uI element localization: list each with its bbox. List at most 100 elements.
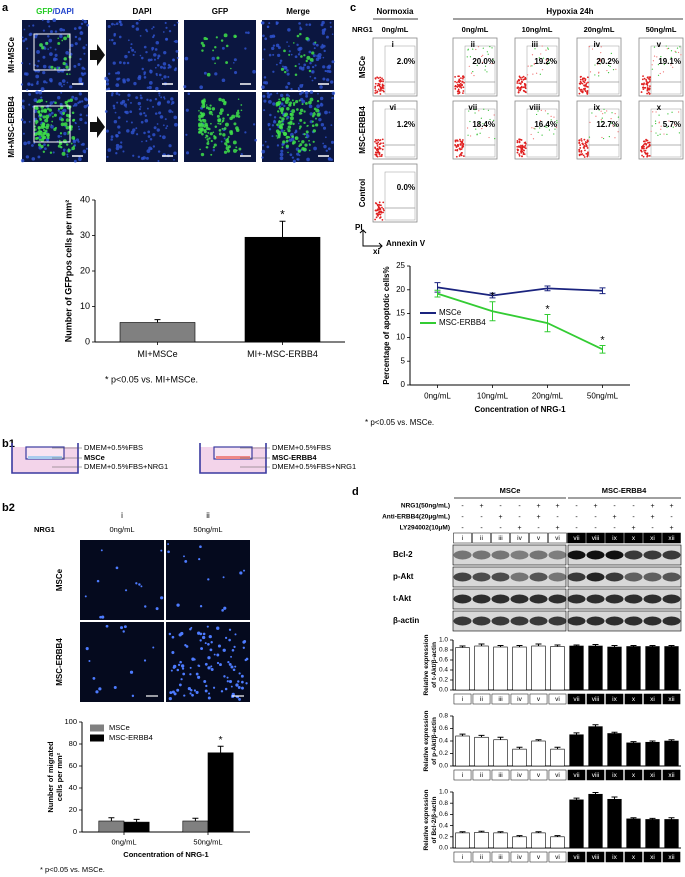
migrated-cell — [197, 675, 201, 679]
event — [581, 91, 584, 93]
event — [459, 153, 462, 156]
gfp-cell — [313, 111, 316, 114]
event — [534, 48, 536, 50]
migrated-cell — [85, 647, 89, 651]
nucleus — [21, 99, 25, 103]
bar — [455, 647, 470, 691]
nucleus — [147, 58, 151, 62]
nucleus — [172, 58, 176, 62]
nucleus — [110, 94, 114, 97]
nucleus — [264, 81, 269, 85]
event — [382, 80, 384, 83]
bar — [98, 820, 125, 833]
nucleus — [85, 98, 89, 102]
gate — [384, 81, 416, 95]
nucleus — [254, 138, 257, 142]
event — [478, 122, 481, 124]
event — [612, 69, 615, 71]
gfp-cell — [203, 98, 206, 101]
lane-id: v — [537, 535, 541, 542]
nucleus — [152, 34, 156, 37]
nucleus — [105, 88, 108, 91]
bar — [531, 645, 546, 691]
gfp-cell — [301, 147, 305, 151]
nucleus — [118, 61, 122, 64]
event — [524, 83, 527, 86]
x-tick-label: x — [632, 696, 636, 703]
migrated-cell — [210, 665, 213, 668]
event — [379, 80, 382, 83]
error-bar — [478, 643, 485, 646]
band — [643, 594, 662, 604]
event — [516, 141, 519, 144]
nucleus — [61, 109, 65, 112]
migrated-cell — [216, 661, 220, 665]
nucleus — [152, 133, 156, 137]
event — [578, 150, 581, 153]
gfp-cell — [40, 124, 42, 126]
event — [548, 129, 551, 131]
nucleus — [63, 83, 65, 86]
gfp-cell — [303, 110, 306, 113]
treatment-sign: + — [555, 503, 559, 510]
gfp-cell — [33, 128, 37, 131]
event — [374, 151, 377, 154]
nucleus — [150, 58, 153, 62]
migrated-cell — [84, 595, 87, 598]
nucleus — [73, 64, 77, 68]
plot-id: vi — [389, 103, 396, 112]
micrograph — [260, 20, 335, 91]
legend-swatch — [90, 734, 104, 742]
band — [586, 616, 605, 626]
dapi-label: /DAPI — [53, 7, 74, 16]
migrated-cell — [235, 683, 239, 687]
bar — [493, 646, 508, 691]
error-bar — [592, 724, 599, 727]
migrated-cell — [193, 689, 197, 692]
nucleus — [28, 120, 31, 123]
nucleus — [54, 48, 57, 51]
event — [548, 62, 550, 64]
nucleus — [66, 81, 69, 84]
nucleus — [106, 155, 109, 158]
event — [374, 82, 377, 85]
migrated-cell — [99, 615, 102, 619]
event — [652, 60, 655, 62]
nucleus — [261, 21, 265, 25]
event — [538, 57, 540, 59]
nucleus — [322, 142, 325, 145]
nucleus — [275, 43, 280, 48]
treatment-sign: - — [594, 514, 597, 521]
gfp-cell — [199, 119, 203, 123]
nucleus — [306, 134, 310, 138]
treatment-sign: + — [536, 503, 540, 510]
condition-header: Hypoxia 24h — [546, 7, 593, 16]
migrated-cell — [230, 665, 234, 669]
event — [374, 202, 377, 204]
event — [381, 77, 383, 80]
nucleus — [183, 85, 187, 89]
event — [462, 77, 464, 80]
error-bar — [459, 733, 466, 736]
migrated-cell — [207, 642, 210, 646]
migrated-cell — [167, 543, 170, 546]
gfp-cell — [220, 39, 224, 42]
nucleus — [66, 155, 69, 158]
error-bar — [489, 292, 496, 299]
nucleus — [157, 54, 161, 58]
gfp-cell — [222, 119, 225, 122]
gfp-cell — [66, 100, 69, 103]
axis-arrow — [359, 229, 383, 250]
nucleus — [105, 129, 109, 133]
nucleus — [167, 75, 170, 78]
nucleus — [77, 62, 81, 66]
concentration: 50ng/mL — [193, 525, 222, 534]
y-tick-label: 0.6 — [439, 657, 448, 664]
event — [608, 136, 610, 138]
event — [539, 119, 541, 122]
event — [579, 144, 582, 146]
event — [374, 146, 377, 149]
event — [582, 154, 585, 157]
migrated-cell — [191, 693, 194, 697]
x-tick-label: 50ng/mL — [193, 837, 222, 846]
